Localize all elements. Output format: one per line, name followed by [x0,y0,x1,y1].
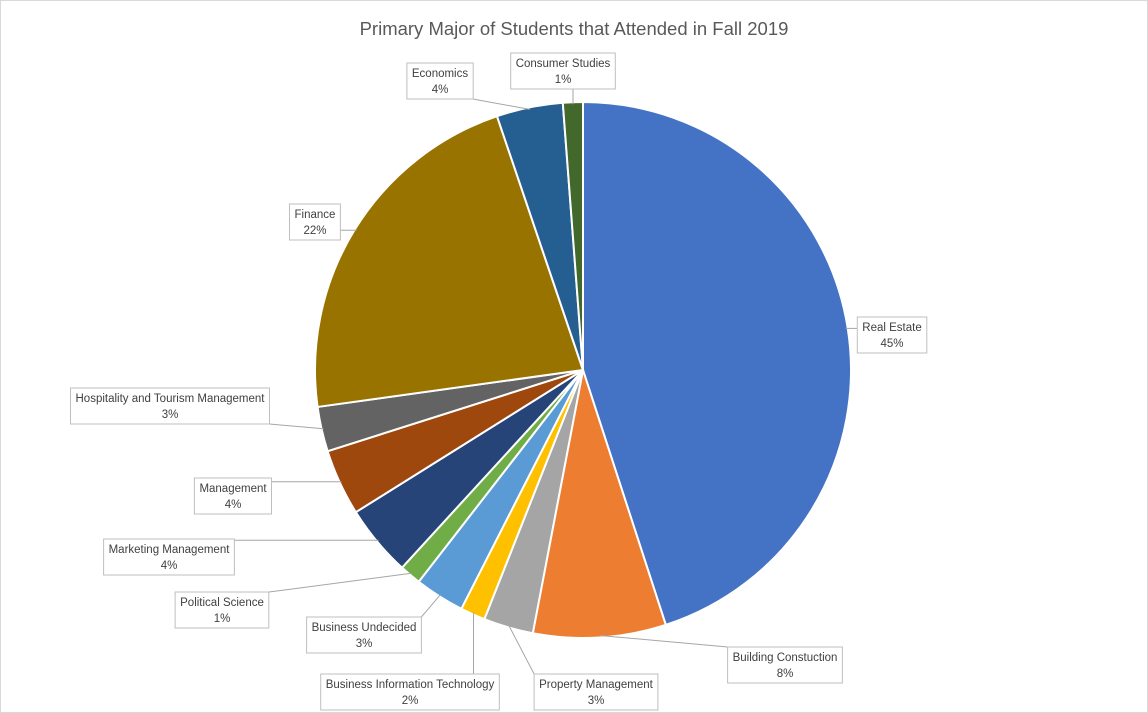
data-label-value: 4% [432,84,449,96]
data-label-category: Hospitality and Tourism Management [76,393,266,405]
data-label-finance: Finance 22% [289,203,341,241]
data-label-box [289,203,341,241]
data-label-box [306,616,422,654]
data-label-value: 1% [555,74,572,86]
data-label-category: Economics [412,68,468,80]
data-label-value: 45% [880,338,903,350]
data-label-box [727,646,843,684]
pie-slice-building-constuction [531,369,668,639]
leader-line-political-science [268,572,412,593]
data-label-value: 8% [777,668,794,680]
data-label-value: 3% [356,638,373,650]
data-label-management: Management 4% [193,477,272,515]
data-label-box [533,673,659,711]
data-label-box [193,477,272,515]
leader-line-building-constuction [599,635,728,648]
data-label-property-management: Property Management 3% [533,673,659,711]
data-label-category: Finance [295,209,336,221]
data-label-hospitality-and-tourism-management: Hospitality and Tourism Management 3% [70,387,270,425]
data-label-box [103,538,235,576]
data-label-box [320,673,500,711]
data-label-category: Property Management [539,679,654,691]
data-label-category: Marketing Management [109,544,231,556]
data-label-box [406,62,474,100]
data-label-value: 3% [588,695,605,707]
data-label-category: Business Information Technology [326,679,495,691]
data-label-category: Consumer Studies [516,58,611,70]
data-label-value: 22% [303,225,326,237]
data-label-box [856,316,928,354]
data-label-value: 4% [225,499,242,511]
leader-line-business-undecided [421,594,441,618]
data-label-category: Building Constuction [733,652,838,664]
data-label-box [70,387,270,425]
data-label-box [510,52,616,90]
pie-slice-finance [314,114,585,409]
data-label-consumer-studies: Consumer Studies 1% [510,52,616,90]
data-label-category: Real Estate [862,322,921,334]
data-label-category: Political Science [180,597,264,609]
data-label-economics: Economics 4% [406,62,474,100]
data-label-business-undecided: Business Undecided 3% [306,616,422,654]
data-label-marketing-management: Marketing Management 4% [103,538,235,576]
data-label-business-information-technology: Business Information Technology 2% [320,673,500,711]
data-label-value: 4% [161,560,178,572]
data-label-category: Management [199,483,267,495]
data-label-box [174,591,270,629]
data-label-political-science: Political Science 1% [174,591,270,629]
leader-line-hospitality-and-tourism-management [269,423,324,430]
chart-title: Primary Major of Students that Attended … [359,18,789,39]
data-label-category: Business Undecided [312,622,417,634]
data-label-value: 2% [402,695,419,707]
leader-line-property-management [508,625,535,675]
data-label-value: 1% [214,613,231,625]
data-label-value: 3% [162,409,179,421]
leader-line-economics [473,98,530,110]
data-label-real-estate: Real Estate 45% [856,316,928,354]
data-label-building-constuction: Building Constuction 8% [727,646,843,684]
